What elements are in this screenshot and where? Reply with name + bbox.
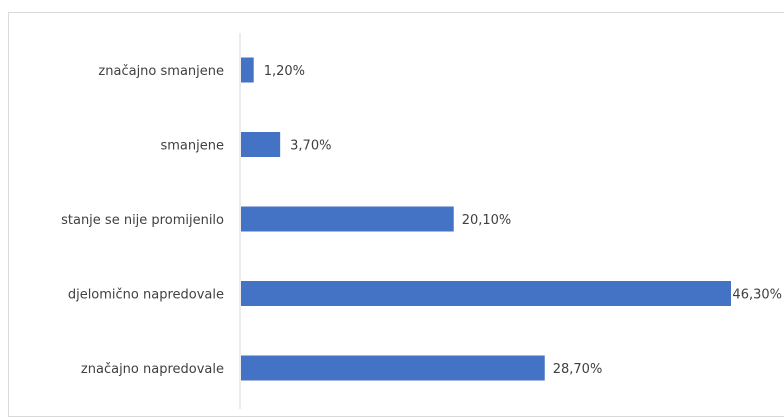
category-label-2: stanje se nije promijenilo — [61, 213, 224, 228]
bar-1 — [241, 132, 281, 157]
value-label-1: 3,70% — [290, 139, 331, 154]
category-label-1: smanjene — [161, 139, 225, 154]
value-label-2: 20,10% — [462, 213, 512, 228]
value-label-4: 28,70% — [553, 362, 603, 377]
bar-4 — [241, 355, 545, 381]
value-label-3: 46,30% — [732, 288, 782, 303]
bar-3 — [241, 281, 731, 306]
category-label-3: djelomično napredovale — [68, 288, 224, 303]
category-label-0: značajno smanjene — [98, 64, 224, 79]
category-label-4: značajno napredovale — [81, 362, 224, 377]
value-label-0: 1,20% — [264, 64, 305, 79]
bar-2 — [241, 206, 454, 232]
bar-0 — [241, 57, 254, 83]
